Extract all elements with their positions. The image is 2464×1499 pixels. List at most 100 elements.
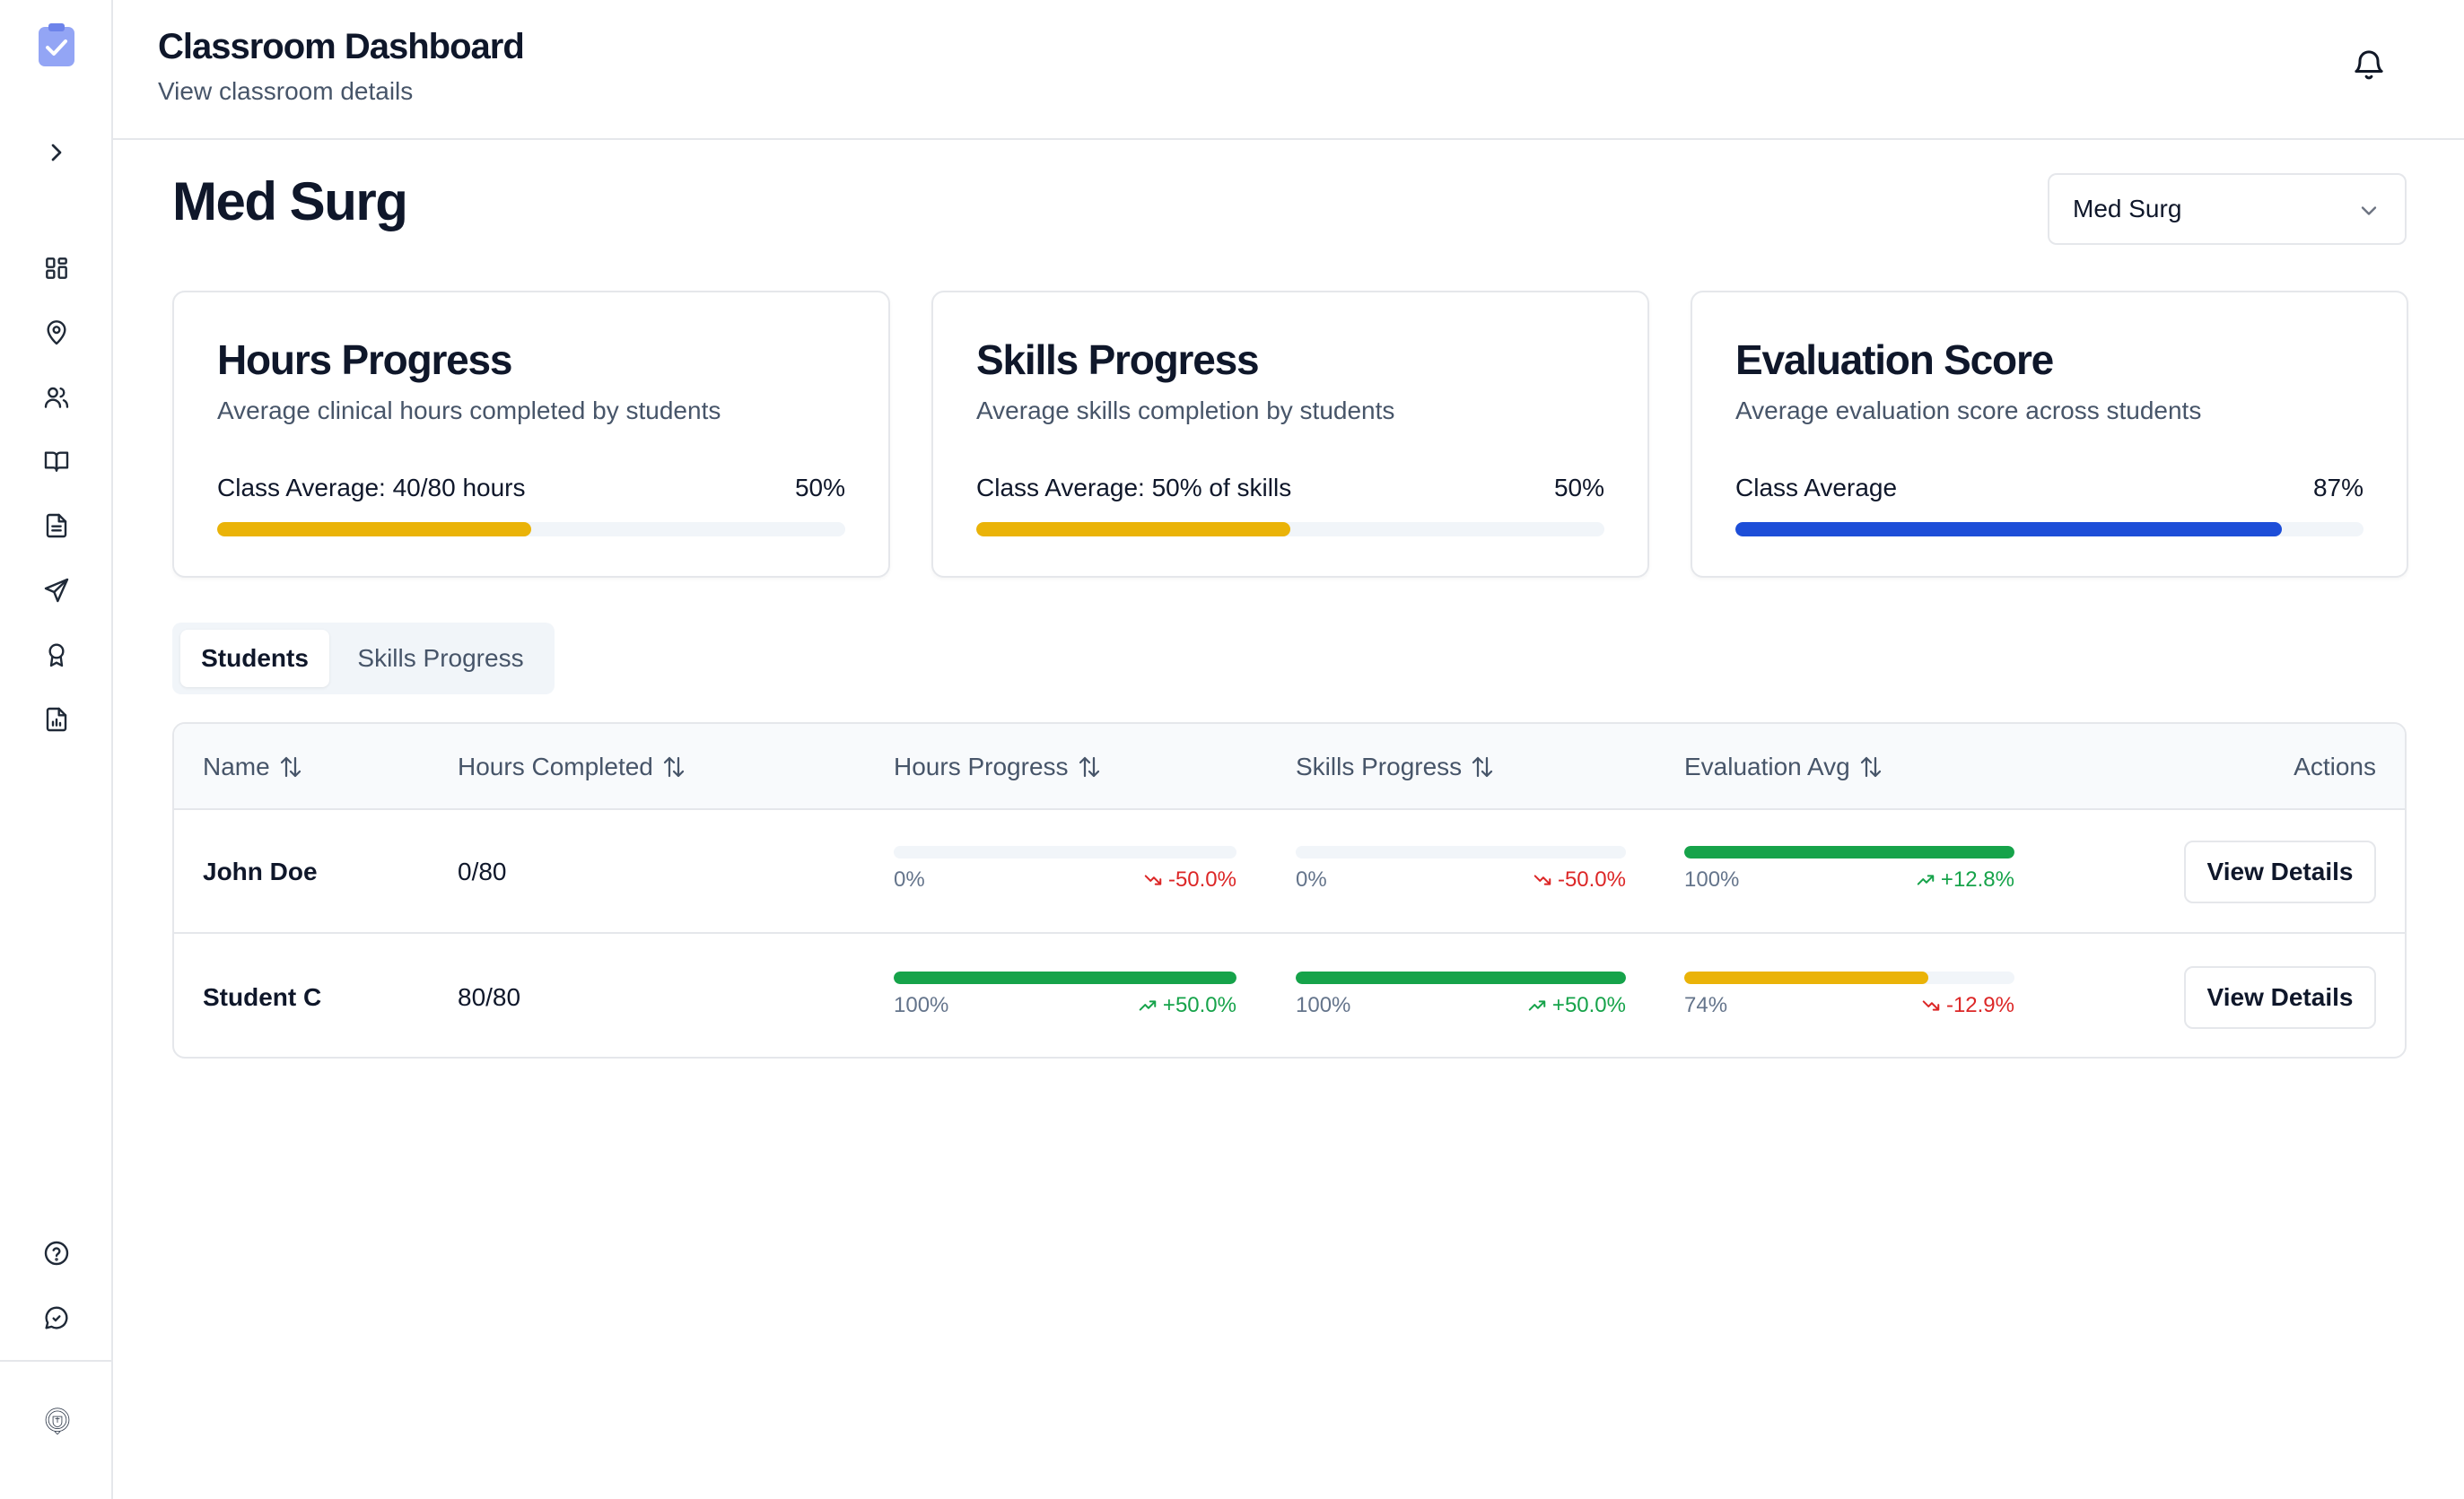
send-icon[interactable] [36,570,77,611]
card-progress-bar [976,522,1604,536]
expand-chevron-icon[interactable] [36,132,77,173]
skills-progress-cell: 0% -50.0% [1296,846,1626,893]
trend-value: +12.8% [1940,867,2014,892]
chat-icon[interactable] [36,1297,77,1338]
mini-progress-fill [1684,846,2014,858]
mini-progress-fill [1684,972,1929,984]
tab-skills-progress[interactable]: Skills Progress [357,644,524,672]
app-logo[interactable] [36,22,77,68]
mini-progress-fill [1296,972,1626,984]
sort-icon [1472,756,1493,778]
chevron-down-icon [2361,206,2377,215]
users-icon[interactable] [36,377,77,418]
dashboard-icon[interactable] [36,248,77,289]
university-seal[interactable] [36,1398,79,1444]
students-table: Name Hours Completed Hours Progress Skil… [172,722,2407,1059]
sort-icon [280,756,301,778]
column-header-label: Hours Completed [458,753,653,780]
view-details-button[interactable]: View Details [2184,966,2376,1029]
award-icon[interactable] [36,634,77,675]
trend-indicator: -50.0% [1143,867,1236,893]
sort-icon [1860,756,1881,778]
column-header-label: Name [203,753,270,780]
student-name: Student C [203,983,322,1011]
column-header-actions: Actions [2294,753,2376,780]
trend-value: -12.9% [1945,993,2014,1017]
mini-progress-bar [1684,972,2014,984]
card-label: Class Average: 40/80 hours [217,474,526,501]
mini-progress-bar [1684,846,2014,858]
mini-progress-bar [894,972,1236,984]
header-subtitle: View classroom details [158,77,414,105]
progress-percent: 74% [1684,993,1728,1017]
card-progress-bar [1735,522,2364,536]
trend-indicator: -12.9% [1921,993,2014,1018]
top-header: Classroom Dashboard View classroom detai… [113,0,2464,140]
column-header-hours-completed[interactable]: Hours Completed [458,724,687,810]
hours-progress-cell: 100% +50.0% [894,972,1236,1018]
sort-icon [663,756,684,778]
hours-completed: 0/80 [458,858,507,885]
trend-value: +50.0% [1551,993,1626,1017]
header-title: Classroom Dashboard [158,27,525,66]
skills-progress-cell: 100% +50.0% [1296,972,1626,1018]
sidebar [0,0,113,1499]
report-icon[interactable] [36,699,77,740]
evaluation-cell: 74% -12.9% [1684,972,2014,1018]
progress-percent: 100% [1684,867,1740,892]
evaluation-cell: 100% +12.8% [1684,846,2014,893]
column-header-hours-progress[interactable]: Hours Progress [894,724,1103,810]
trend-down-icon [1533,875,1551,885]
mini-progress-fill [894,972,1236,984]
student-name: John Doe [203,858,318,885]
trend-down-icon [1144,875,1162,885]
hours-progress-cell: 0% -50.0% [894,846,1236,893]
card-value: 87% [2312,474,2364,501]
trend-indicator: +12.8% [1916,867,2014,893]
trend-down-icon [1922,1000,1940,1011]
trend-indicator: +50.0% [1527,993,1626,1018]
document-icon[interactable] [36,505,77,546]
trend-value: -50.0% [1557,867,1626,892]
card-title: Hours Progress [217,336,513,383]
trend-up-icon [1139,1000,1157,1011]
sidebar-divider [0,1360,111,1362]
trend-up-icon [1917,875,1935,885]
tab-students[interactable]: Students [180,630,329,687]
trend-indicator: +50.0% [1138,993,1236,1018]
column-header-evaluation-avg[interactable]: Evaluation Avg [1684,724,1884,810]
card-label: Class Average: 50% of skills [976,474,1292,501]
view-tabs: Students Skills Progress [172,623,555,694]
trend-value: -50.0% [1167,867,1236,892]
mini-progress-bar [1296,972,1626,984]
card-progress-fill [217,522,531,536]
hours-progress-card: Hours Progress Average clinical hours co… [172,291,890,578]
help-icon[interactable] [36,1233,77,1274]
table-row: Student C 80/80 100% +50.0% 100% +50.0% 74… [174,936,2405,1057]
mini-progress-bar [1296,846,1626,858]
trend-value: +50.0% [1162,993,1236,1017]
card-progress-bar [217,522,845,536]
progress-percent: 100% [894,993,949,1017]
location-pin-icon[interactable] [36,312,77,353]
table-header: Name Hours Completed Hours Progress Skil… [174,724,2405,810]
card-value: 50% [1553,474,1604,501]
class-select[interactable]: Med Surg [2048,173,2407,245]
bell-icon[interactable] [2351,47,2387,83]
column-header-skills-progress[interactable]: Skills Progress [1296,724,1496,810]
progress-percent: 0% [1296,867,1327,892]
card-progress-fill [976,522,1290,536]
view-details-button[interactable]: View Details [2184,841,2376,903]
trend-up-icon [1528,1000,1546,1011]
card-title: Evaluation Score [1735,336,2054,383]
table-row: John Doe 0/80 0% -50.0% 0% -50.0% 100% +12.… [174,810,2405,934]
card-progress-fill [1735,522,2282,536]
skills-progress-card: Skills Progress Average skills completio… [931,291,1649,578]
card-title: Skills Progress [976,336,1260,383]
hours-completed: 80/80 [458,983,521,1011]
column-header-name[interactable]: Name [203,724,304,810]
class-select-value: Med Surg [2073,195,2182,222]
evaluation-score-card: Evaluation Score Average evaluation scor… [1691,291,2408,578]
book-icon[interactable] [36,440,77,482]
column-header-label: Skills Progress [1296,753,1463,780]
